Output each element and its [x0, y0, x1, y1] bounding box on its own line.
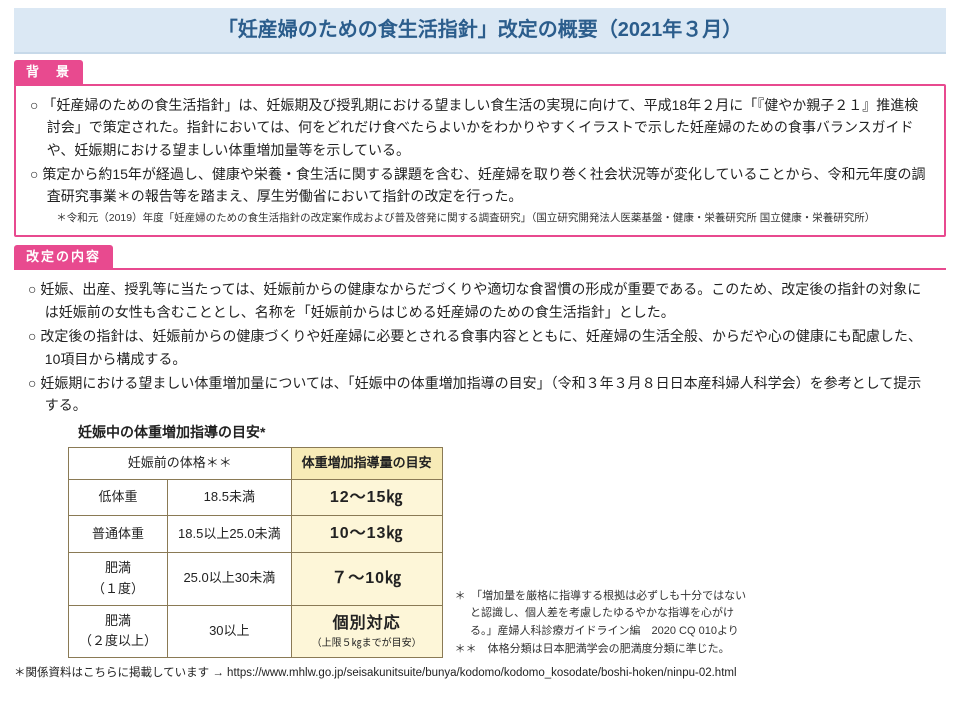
r4-gain-sub: （上限５㎏までが目安）: [302, 636, 432, 652]
side-note-2: ＊＊ 体格分類は日本肥満学会の肥満度分類に準じた。: [455, 641, 755, 659]
bg-footnote: ＊令和元（2019）年度「妊産婦のための食生活指針の改定案作成および普及啓発に関…: [30, 210, 930, 227]
footer-link-line: ＊関係資料はこちらに掲載しています → https://www.mhlw.go.…: [14, 664, 946, 682]
r4-cat: 肥満 （２度以上）: [69, 605, 168, 658]
r1-bmi: 18.5未満: [168, 479, 292, 516]
r4-bmi: 30以上: [168, 605, 292, 658]
weight-gain-table: 妊娠前の体格＊＊ 体重増加指導量の目安 低体重 18.5未満 12～15㎏ 普通…: [68, 447, 443, 658]
rev-bullet-1: ○ 妊娠、出産、授乳等に当たっては、妊娠前からの健康なからだづくりや適切な食習慣…: [28, 278, 932, 323]
title-bar: 「妊産婦のための食生活指針」改定の概要（2021年３月）: [14, 8, 946, 54]
bg-bullet-2: ○ 策定から約15年が経過し、健康や栄養・食生活に関する課題を含む、妊産婦を取り…: [30, 163, 930, 208]
rev-bullet-3: ○ 妊娠期における望ましい体重増加量については、「妊娠中の体重増加指導の目安」（…: [28, 372, 932, 417]
table-row-layout: 妊娠前の体格＊＊ 体重増加指導量の目安 低体重 18.5未満 12～15㎏ 普通…: [28, 447, 932, 658]
th-gain-guide: 体重増加指導量の目安: [291, 448, 442, 480]
revision-box: ○ 妊娠、出産、授乳等に当たっては、妊娠前からの健康なからだづくりや適切な食習慣…: [14, 268, 946, 660]
rev-bullet-2: ○ 改定後の指針は、妊娠前からの健康づくりや妊産婦に必要とされる食事内容とともに…: [28, 325, 932, 370]
background-box: ○ 「妊産婦のための食生活指針」は、妊娠期及び授乳期における望ましい食生活の実現…: [14, 84, 946, 237]
r3-bmi: 25.0以上30未満: [168, 553, 292, 606]
bg-bullet-1: ○ 「妊産婦のための食生活指針」は、妊娠期及び授乳期における望ましい食生活の実現…: [30, 94, 930, 161]
r1-cat: 低体重: [69, 479, 168, 516]
section-revision: 改定の内容 ○ 妊娠、出産、授乳等に当たっては、妊娠前からの健康なからだづくりや…: [14, 245, 946, 661]
r1-gain: 12～15㎏: [291, 479, 442, 516]
r2-gain: 10～13㎏: [291, 516, 442, 553]
r3-gain: ７～10㎏: [291, 553, 442, 606]
page-title: 「妊産婦のための食生活指針」改定の概要（2021年３月）: [14, 14, 946, 46]
th-pre-physique: 妊娠前の体格＊＊: [69, 448, 292, 480]
section-background: 背 景 ○ 「妊産婦のための食生活指針」は、妊娠期及び授乳期における望ましい食生…: [14, 60, 946, 237]
tab-revision: 改定の内容: [14, 245, 113, 270]
tab-background: 背 景: [14, 60, 83, 85]
table-side-notes: ＊ 「増加量を厳格に指導する根拠は必ずしも十分ではないと認識し、個人差を考慮した…: [455, 588, 755, 658]
r3-cat: 肥満 （１度）: [69, 553, 168, 606]
r2-cat: 普通体重: [69, 516, 168, 553]
weight-table-title: 妊娠中の体重増加指導の目安*: [78, 421, 932, 443]
r4-gain-main: 個別対応: [333, 615, 401, 632]
side-note-1: ＊ 「増加量を厳格に指導する根拠は必ずしも十分ではないと認識し、個人差を考慮した…: [455, 588, 755, 641]
r2-bmi: 18.5以上25.0未満: [168, 516, 292, 553]
r4-gain: 個別対応 （上限５㎏までが目安）: [291, 605, 442, 658]
